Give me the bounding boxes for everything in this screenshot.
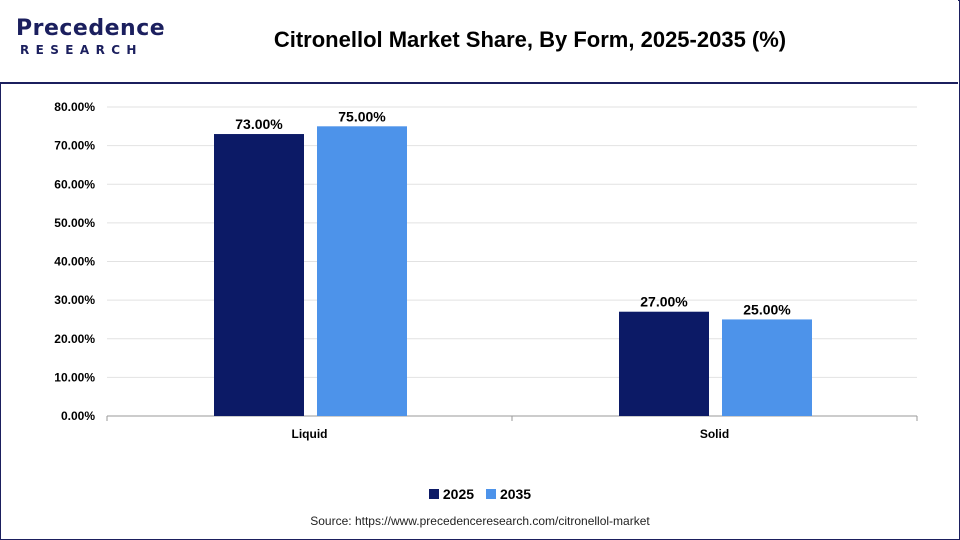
bar-2025-solid	[619, 311, 709, 416]
y-tick-label: 60.00%	[54, 177, 95, 191]
bar-2035-solid	[722, 319, 812, 416]
source-note: Source: https://www.precedenceresearch.c…	[310, 514, 650, 528]
data-label: 75.00%	[338, 108, 386, 124]
y-tick-label: 70.00%	[54, 139, 95, 153]
y-tick-label: 0.00%	[61, 409, 95, 423]
y-tick-label: 50.00%	[54, 216, 95, 230]
chart-title: Citronellol Market Share, By Form, 2025-…	[273, 27, 787, 52]
bar-chart: 0.00% 10.00% 20.00% 30.00% 40.00% 50.00% 60.00…	[54, 100, 918, 441]
data-label: 27.00%	[640, 294, 688, 310]
precedence-research-logo: Precedence RESEARCH	[16, 16, 166, 64]
y-tick-label: 40.00%	[54, 255, 95, 269]
legend: 2025 2035	[0, 486, 960, 502]
bar-2025-liquid	[214, 134, 304, 416]
legend-item-2025: 2025	[428, 486, 474, 502]
legend-swatch-2035	[485, 489, 496, 499]
y-tick-label: 30.00%	[54, 293, 95, 307]
header: Precedence RESEARCH Citronellol Market S…	[0, 0, 958, 84]
x-tick-label: Solid	[700, 427, 729, 441]
legend-item-2035: 2035	[485, 486, 531, 502]
data-label: 73.00%	[235, 116, 283, 132]
y-tick-label: 20.00%	[54, 332, 95, 346]
y-tick-label: 10.00%	[54, 370, 95, 384]
x-tick-label: Liquid	[292, 427, 328, 441]
logo-wordmark: Precedence	[16, 16, 166, 41]
y-tick-label: 80.00%	[54, 100, 95, 114]
data-label: 25.00%	[743, 301, 791, 317]
logo-p-letter: P	[16, 16, 33, 41]
logo-subtitle: RESEARCH	[20, 43, 143, 57]
bar-2035-liquid	[317, 126, 407, 416]
legend-swatch-2025	[428, 489, 439, 499]
